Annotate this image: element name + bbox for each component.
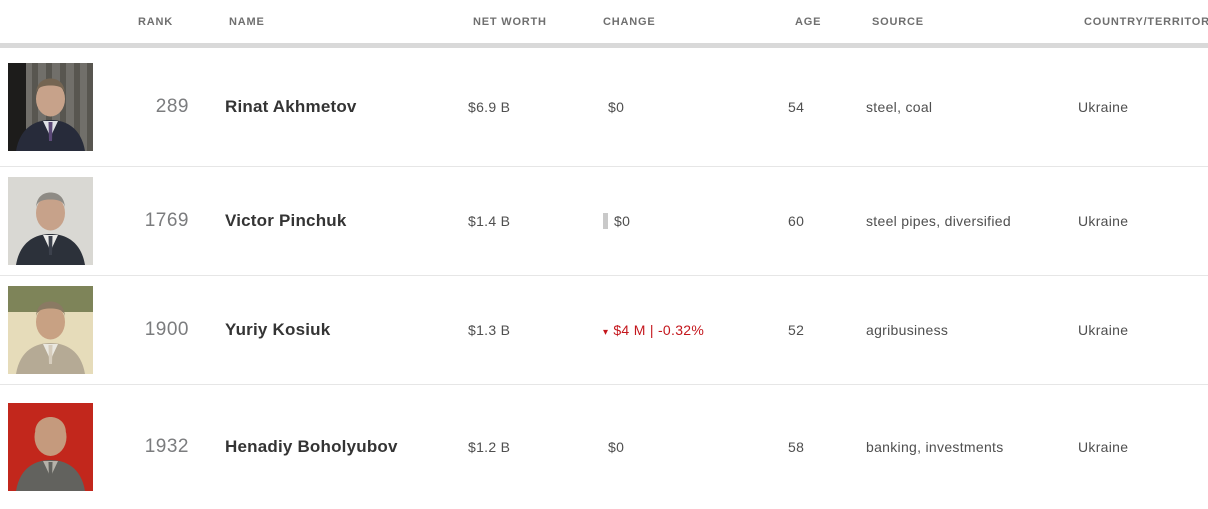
net-worth-value: $1.4 B xyxy=(468,213,511,229)
rank-value: 1900 xyxy=(144,319,189,340)
portrait-photo xyxy=(8,63,93,151)
column-header-change[interactable]: CHANGE xyxy=(603,15,656,28)
text-caret-artifact xyxy=(603,213,608,229)
portrait-illustration xyxy=(8,403,93,491)
name-value: Rinat Akhmetov xyxy=(225,97,357,116)
name-value: Henadiy Boholyubov xyxy=(225,437,398,456)
source-value: banking, investments xyxy=(866,439,1004,455)
net-worth-value: $1.2 B xyxy=(468,439,511,455)
portrait-illustration xyxy=(8,177,93,265)
table-row[interactable]: 289 Rinat Akhmetov $6.9 B $0 54 steel, c… xyxy=(0,48,1208,167)
column-header-rank[interactable]: RANK xyxy=(138,15,173,28)
column-header-country[interactable]: COUNTRY/TERRITORY xyxy=(1084,15,1208,28)
source-value: steel, coal xyxy=(866,99,933,115)
net-worth-value: $6.9 B xyxy=(468,99,511,115)
portrait-illustration xyxy=(8,286,93,374)
header-divider-bar xyxy=(0,43,1208,48)
portrait-photo xyxy=(8,286,93,374)
net-worth-value: $1.3 B xyxy=(468,322,511,338)
portrait-photo xyxy=(8,403,93,491)
rank-value: 1932 xyxy=(144,436,189,457)
column-header-age[interactable]: AGE xyxy=(795,15,822,28)
country-value: Ukraine xyxy=(1078,213,1129,229)
change-text: $0 xyxy=(608,439,625,455)
change-down-arrow-icon: ▾ xyxy=(603,327,609,338)
table-row[interactable]: 1932 Henadiy Boholyubov $1.2 B $0 58 ban… xyxy=(0,385,1208,509)
country-value: Ukraine xyxy=(1078,99,1129,115)
table-row[interactable]: 1769 Victor Pinchuk $1.4 B $0 60 steel p… xyxy=(0,167,1208,276)
column-header-net-worth[interactable]: NET WORTH xyxy=(473,15,547,28)
age-value: 54 xyxy=(788,99,805,115)
portrait-illustration xyxy=(8,63,93,151)
age-value: 52 xyxy=(788,322,805,338)
rank-value: 289 xyxy=(155,96,189,117)
change-value: ▾ $4 M | -0.32% xyxy=(603,322,788,338)
table-header-row: RANK NAME NET WORTH CHANGE AGE SOURCE CO… xyxy=(0,0,1208,43)
portrait-photo xyxy=(8,177,93,265)
table-row[interactable]: 1900 Yuriy Kosiuk $1.3 B ▾ $4 M | -0.32% … xyxy=(0,276,1208,385)
rank-value: 1769 xyxy=(144,210,189,231)
age-value: 58 xyxy=(788,439,805,455)
name-value: Victor Pinchuk xyxy=(225,211,347,230)
change-text: $4 M | -0.32% xyxy=(613,322,705,338)
change-text: $0 xyxy=(608,99,625,115)
change-value: $0 xyxy=(603,99,788,115)
country-value: Ukraine xyxy=(1078,439,1129,455)
column-header-name[interactable]: NAME xyxy=(229,15,265,28)
change-text: $0 xyxy=(614,213,631,229)
source-value: agribusiness xyxy=(866,322,949,338)
source-value: steel pipes, diversified xyxy=(866,213,1011,229)
change-value: $0 xyxy=(603,439,788,455)
age-value: 60 xyxy=(788,213,805,229)
country-value: Ukraine xyxy=(1078,322,1129,338)
column-header-source[interactable]: SOURCE xyxy=(872,15,924,28)
change-value: $0 xyxy=(603,213,788,229)
name-value: Yuriy Kosiuk xyxy=(225,320,331,339)
